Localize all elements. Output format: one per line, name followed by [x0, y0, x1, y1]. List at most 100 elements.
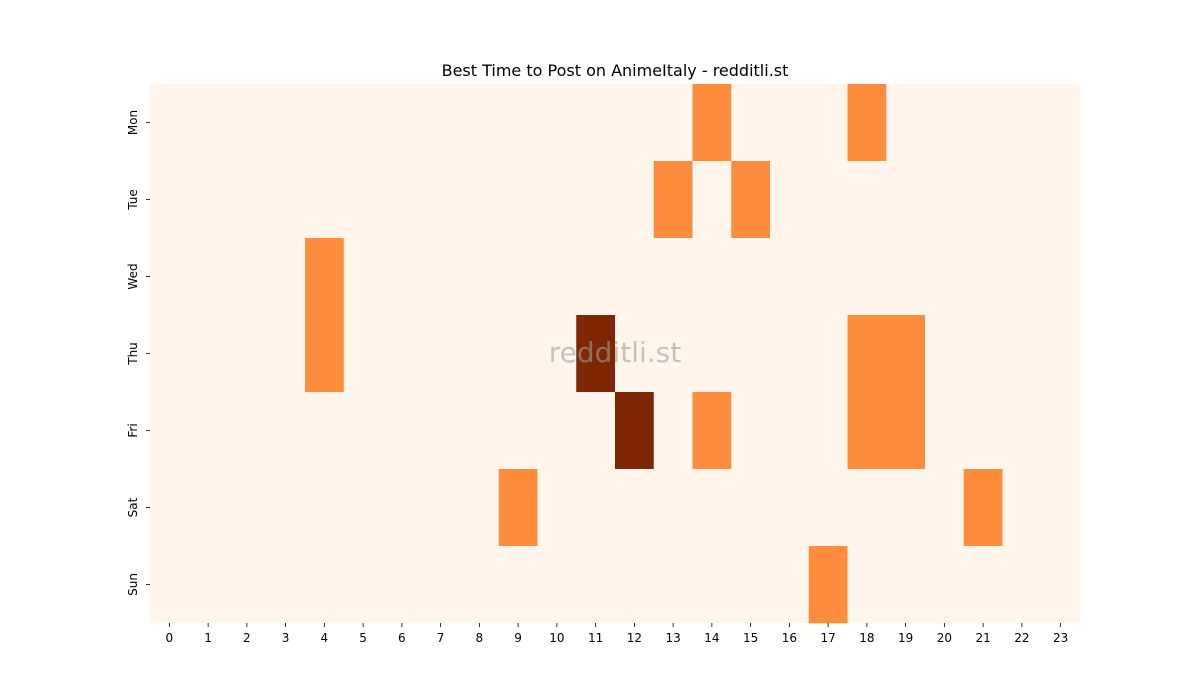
heatmap-cell-tue-16 — [770, 161, 810, 239]
heatmap-cell-tue-10 — [537, 161, 577, 239]
heatmap-cell-wed-18 — [847, 238, 887, 316]
heatmap-cell-tue-12 — [615, 161, 655, 239]
heatmap-cell-sat-7 — [421, 469, 461, 547]
heatmap-cell-sat-5 — [343, 469, 383, 547]
heatmap-cell-fri-4 — [305, 392, 345, 470]
heatmap-cell-sun-22 — [1002, 546, 1042, 624]
heatmap-cell-thu-22 — [1002, 315, 1042, 393]
x-tick-label: 12 — [627, 631, 642, 645]
heatmap-cell-sun-7 — [421, 546, 461, 624]
heatmap-cell-wed-19 — [886, 238, 926, 316]
heatmap-cell-fri-13 — [653, 392, 693, 470]
heatmap-cell-fri-16 — [770, 392, 810, 470]
heatmap-cell-mon-15 — [731, 84, 771, 162]
heatmap-cell-thu-1 — [188, 315, 228, 393]
x-tick-label: 22 — [1014, 631, 1029, 645]
heatmap-cell-sat-23 — [1041, 469, 1081, 547]
heatmap-cell-fri-12 — [615, 392, 655, 470]
x-tick-label: 9 — [514, 631, 522, 645]
heatmap-cell-thu-15 — [731, 315, 771, 393]
heatmap-cell-wed-21 — [963, 238, 1003, 316]
x-tick-label: 3 — [282, 631, 290, 645]
heatmap-cell-sun-15 — [731, 546, 771, 624]
heatmap-cell-sat-10 — [537, 469, 577, 547]
heatmap-cell-thu-5 — [343, 315, 383, 393]
heatmap-cell-fri-8 — [460, 392, 500, 470]
heatmap-cell-mon-1 — [188, 84, 228, 162]
x-tick-label: 1 — [204, 631, 212, 645]
heatmap-cell-wed-23 — [1041, 238, 1081, 316]
heatmap-cell-fri-18 — [847, 392, 887, 470]
heatmap-cell-wed-2 — [227, 238, 267, 316]
heatmap-cell-sun-19 — [886, 546, 926, 624]
heatmap-cell-wed-9 — [498, 238, 538, 316]
x-tick-label: 0 — [166, 631, 174, 645]
heatmap-cell-fri-11 — [576, 392, 616, 470]
heatmap-cell-tue-2 — [227, 161, 267, 239]
heatmap-cell-mon-20 — [925, 84, 965, 162]
heatmap-cell-fri-7 — [421, 392, 461, 470]
heatmap-cell-tue-15 — [731, 161, 771, 239]
x-tick-label: 17 — [820, 631, 835, 645]
heatmap-cell-thu-3 — [266, 315, 306, 393]
heatmap-cell-mon-4 — [305, 84, 345, 162]
heatmap-cell-sat-16 — [770, 469, 810, 547]
x-tick-label: 6 — [398, 631, 406, 645]
heatmap-cell-tue-1 — [188, 161, 228, 239]
heatmap-cell-wed-10 — [537, 238, 577, 316]
heatmap-cell-fri-9 — [498, 392, 538, 470]
heatmap-cell-fri-14 — [692, 392, 732, 470]
heatmap-cell-tue-13 — [653, 161, 693, 239]
heatmap-cell-sat-18 — [847, 469, 887, 547]
heatmap-cell-tue-17 — [808, 161, 848, 239]
heatmap-cell-tue-9 — [498, 161, 538, 239]
heatmap-cell-thu-4 — [305, 315, 345, 393]
heatmap-cell-tue-0 — [150, 161, 190, 239]
heatmap-cell-tue-5 — [343, 161, 383, 239]
heatmap-cell-sat-20 — [925, 469, 965, 547]
heatmap-cell-thu-19 — [886, 315, 926, 393]
heatmap-cell-thu-10 — [537, 315, 577, 393]
heatmap-cell-sun-8 — [460, 546, 500, 624]
heatmap-cell-sun-6 — [382, 546, 422, 624]
heatmap-cell-wed-20 — [925, 238, 965, 316]
heatmap-cell-fri-2 — [227, 392, 267, 470]
x-tick-label: 5 — [359, 631, 367, 645]
heatmap-cell-thu-20 — [925, 315, 965, 393]
heatmap-cell-wed-7 — [421, 238, 461, 316]
heatmap-cell-thu-17 — [808, 315, 848, 393]
y-tick-label: Tue — [126, 189, 140, 211]
heatmap-cell-mon-9 — [498, 84, 538, 162]
heatmap-cell-fri-5 — [343, 392, 383, 470]
heatmap-cell-wed-16 — [770, 238, 810, 316]
heatmap-cell-tue-23 — [1041, 161, 1081, 239]
heatmap-cell-mon-8 — [460, 84, 500, 162]
heatmap-cell-wed-13 — [653, 238, 693, 316]
heatmap-cell-sun-21 — [963, 546, 1003, 624]
heatmap-cell-sun-5 — [343, 546, 383, 624]
heatmap-cell-fri-1 — [188, 392, 228, 470]
heatmap-cell-sat-13 — [653, 469, 693, 547]
heatmap-cell-sun-23 — [1041, 546, 1081, 624]
heatmap-cell-tue-18 — [847, 161, 887, 239]
heatmap-cell-sat-21 — [963, 469, 1003, 547]
heatmap-cell-tue-3 — [266, 161, 306, 239]
y-axis: Mon Tue Wed Thu Fri Sat Sun — [126, 110, 150, 596]
heatmap-cell-wed-15 — [731, 238, 771, 316]
x-tick-label: 4 — [321, 631, 329, 645]
heatmap-cell-fri-22 — [1002, 392, 1042, 470]
heatmap-cell-mon-7 — [421, 84, 461, 162]
x-tick-label: 7 — [437, 631, 445, 645]
y-tick-label: Thu — [126, 342, 140, 366]
heatmap-cell-wed-0 — [150, 238, 190, 316]
x-tick-label: 23 — [1053, 631, 1068, 645]
heatmap-cell-thu-13 — [653, 315, 693, 393]
heatmap-cell-thu-11 — [576, 315, 616, 393]
heatmap-cell-sun-14 — [692, 546, 732, 624]
heatmap-cell-thu-23 — [1041, 315, 1081, 393]
heatmap-cell-sat-4 — [305, 469, 345, 547]
heatmap-cell-wed-14 — [692, 238, 732, 316]
heatmap-cell-sat-3 — [266, 469, 306, 547]
heatmap-cell-sat-19 — [886, 469, 926, 547]
heatmap-cell-sun-16 — [770, 546, 810, 624]
